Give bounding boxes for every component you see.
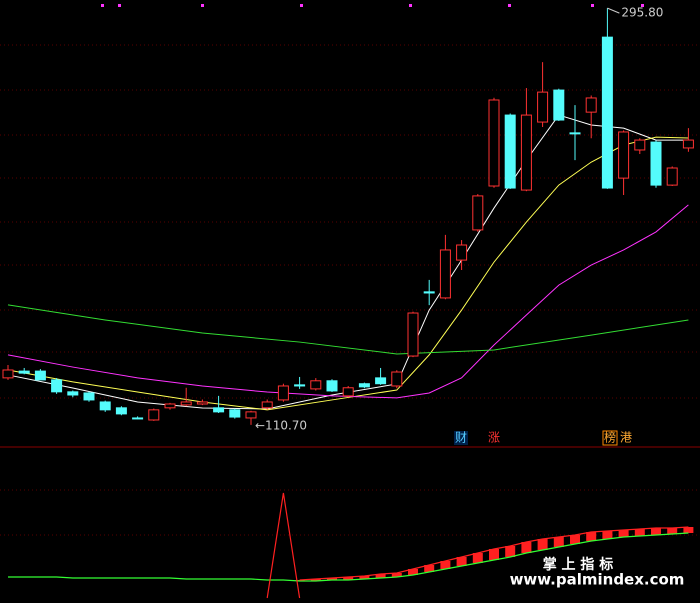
indicator-bar	[391, 573, 402, 577]
candle-body	[342, 387, 354, 397]
indicator-bar	[586, 532, 597, 541]
indicator-bar	[634, 529, 645, 536]
candle-body	[34, 370, 46, 381]
watermark: www.palmindex.com	[510, 571, 685, 589]
candle-body	[294, 384, 306, 387]
candle-body	[585, 97, 597, 113]
candle-body	[601, 36, 613, 189]
indicator-line	[299, 526, 689, 581]
candle-body	[537, 91, 549, 123]
indicator-bar	[310, 579, 321, 581]
candle-body	[180, 401, 192, 406]
candle-body	[456, 244, 468, 261]
indicator-bar	[456, 557, 467, 566]
indicator-bar	[408, 569, 418, 575]
candle-body	[18, 370, 30, 374]
candle-body	[569, 132, 581, 135]
moving-average	[7, 204, 689, 399]
indicator-bar	[359, 576, 370, 579]
candle-body	[520, 114, 532, 191]
candle-body	[213, 407, 225, 413]
tag-box	[454, 431, 468, 445]
candle-body	[666, 167, 678, 186]
indicator-line	[266, 492, 301, 599]
price-annotation: ←110.70	[255, 418, 307, 432]
candle-body	[634, 139, 646, 151]
indicator-bar	[537, 539, 548, 550]
tag: 财	[455, 431, 467, 445]
candle-body	[358, 383, 370, 388]
indicator-bar	[618, 530, 629, 537]
candle-body	[277, 385, 289, 401]
indicator-bar	[651, 528, 661, 535]
top-dots	[101, 4, 644, 7]
candle-body	[164, 403, 176, 409]
candle-body	[504, 114, 516, 189]
candle-body	[650, 141, 662, 186]
candle-body	[51, 379, 63, 393]
candle-body	[2, 369, 14, 379]
candle-body	[439, 249, 451, 299]
indicator-bar	[375, 574, 386, 578]
candle-body	[132, 417, 144, 420]
candle-body	[310, 380, 322, 390]
plot: 295.80 ←110.70	[2, 6, 694, 599]
candle-body	[148, 409, 160, 421]
candle-body	[553, 89, 565, 121]
candle-body	[391, 371, 403, 387]
candle-body	[229, 409, 241, 418]
candle-body	[682, 139, 694, 149]
indicator-bar	[489, 549, 499, 560]
moving-average	[7, 304, 689, 355]
grid	[0, 44, 700, 536]
candle-body	[375, 377, 387, 385]
candle-body	[115, 407, 127, 415]
candle-body	[423, 291, 435, 294]
indicator-bar	[327, 578, 337, 580]
indicator-bar	[472, 553, 483, 563]
indicator-bar	[424, 565, 435, 572]
candle-body	[196, 401, 208, 405]
candle-body	[261, 401, 273, 409]
candle-body	[488, 99, 500, 187]
candle-body	[407, 312, 419, 357]
tag: 榜	[604, 430, 616, 445]
watermark: 掌 上 指 标	[543, 556, 614, 573]
indicator-line	[8, 532, 689, 582]
candle-body	[472, 195, 484, 231]
indicator-bar	[440, 561, 451, 569]
candle-body	[245, 411, 257, 419]
annotation-leader	[607, 7, 620, 14]
candle-body	[618, 131, 630, 179]
tag: 港	[620, 431, 632, 445]
indicator-bar	[505, 546, 516, 557]
tag-box	[602, 430, 618, 446]
indicator-bar	[602, 531, 613, 539]
tag: 涨	[488, 430, 500, 445]
indicator-bar	[343, 577, 354, 580]
candle-body	[326, 380, 338, 392]
indicator-bar	[553, 537, 564, 547]
indicator-bar	[570, 535, 580, 544]
candle-body	[99, 401, 111, 411]
indicator-bar	[521, 542, 532, 553]
price-annotation: 295.80	[621, 6, 663, 20]
indicator-bar	[683, 527, 694, 533]
indicator-bar	[667, 528, 678, 534]
candle-body	[67, 391, 79, 396]
candle-body	[83, 392, 95, 401]
